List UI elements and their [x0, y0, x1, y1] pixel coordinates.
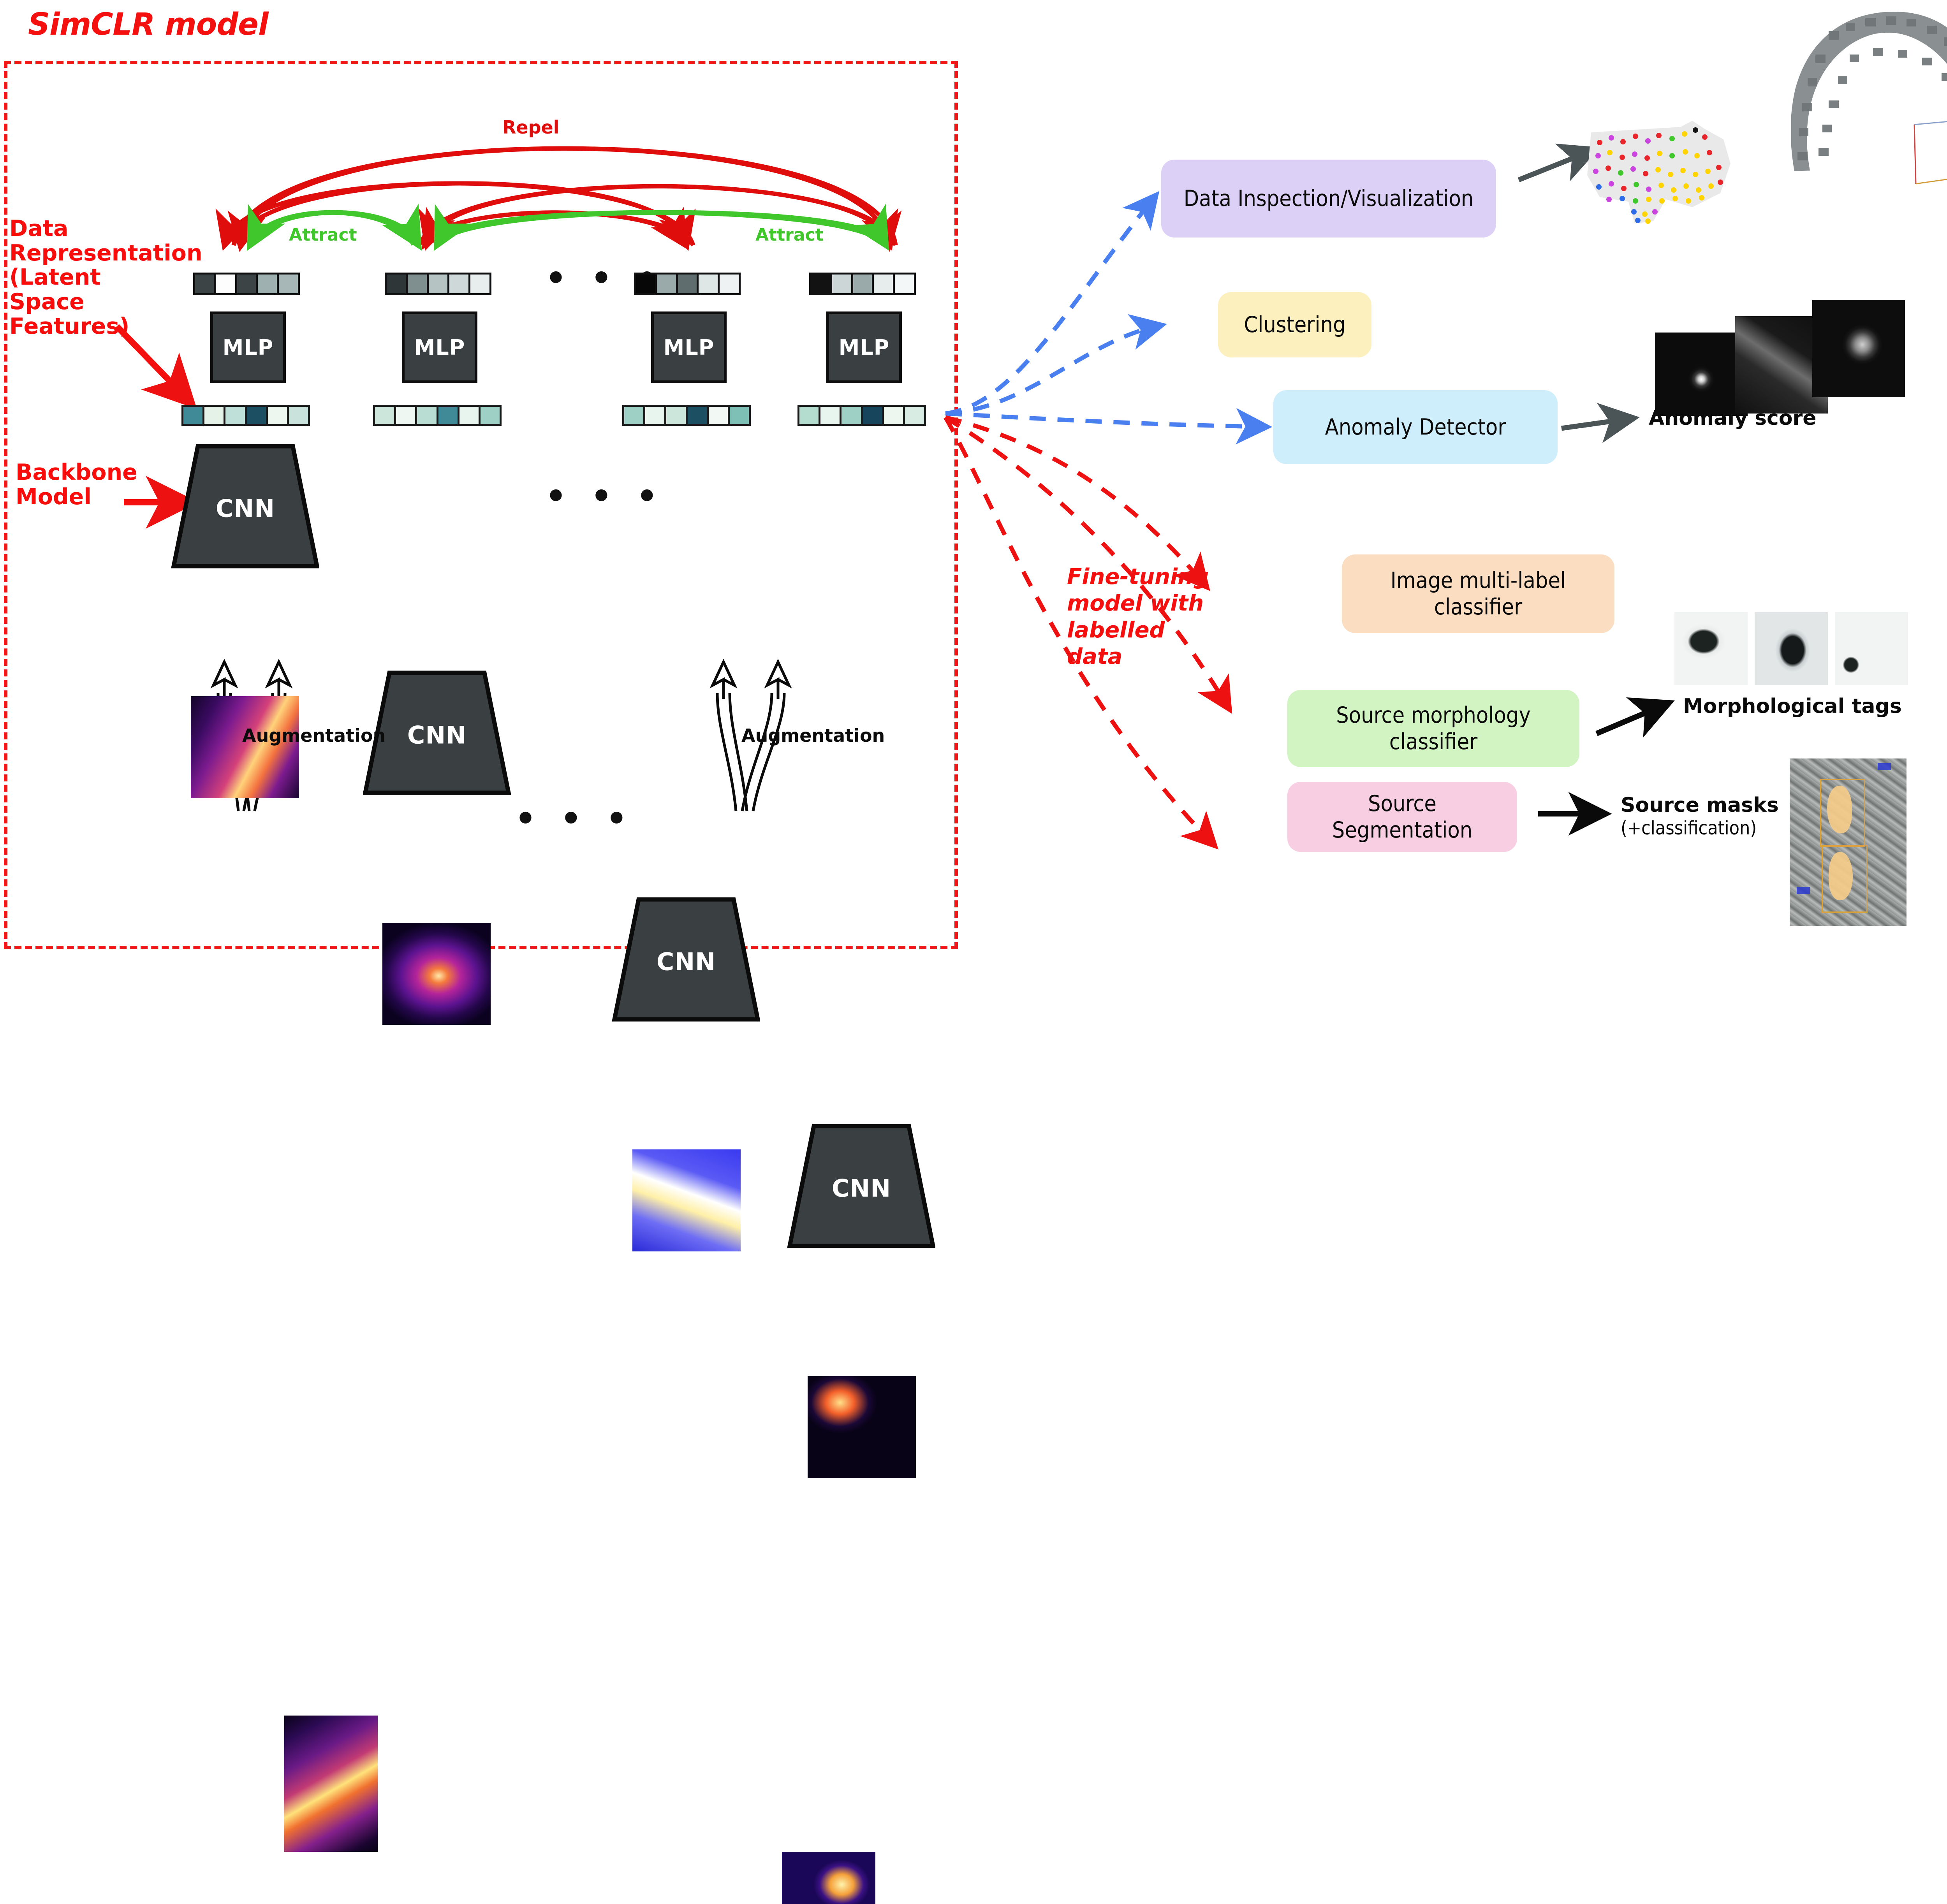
anomaly-cutout-3	[1812, 300, 1905, 397]
augmented-image-2	[382, 923, 491, 1025]
repel-label: Repel	[502, 117, 560, 138]
source-mask-bbox-2	[1822, 845, 1868, 913]
simclr-model-title: SimCLR model	[28, 7, 269, 42]
output-label-source-masks-sub: (+classification)	[1621, 817, 1757, 839]
anomaly-cutout-1	[1655, 333, 1748, 416]
output-label-source-masks: Source masks	[1621, 794, 1779, 817]
attract-label-right: Attract	[755, 225, 824, 245]
output-label-morphological-tags: Morphological tags	[1683, 695, 1902, 718]
latent-vector-2	[373, 405, 502, 426]
mlp-block-4: MLP	[826, 311, 902, 383]
task-box-image-multilabel-classifier[interactable]: Image multi-label classifier	[1342, 554, 1614, 633]
task-box-data-inspection[interactable]: Data Inspection/Visualization	[1161, 160, 1496, 238]
cnn-block-1: CNN	[171, 444, 320, 568]
mlp-block-2: MLP	[402, 311, 477, 383]
annotation-data-representation: Data Representation (Latent Space Featur…	[9, 216, 202, 339]
latent-space-thumbnail-map	[1791, 8, 1947, 191]
source-image-left	[284, 1716, 378, 1852]
augmentation-label-right: Augmentation	[741, 725, 885, 746]
projection-vector-3	[634, 273, 741, 295]
projection-vector-1	[193, 273, 300, 295]
latent-vector-4	[797, 405, 926, 426]
latent-vector-3	[622, 405, 751, 426]
cnn-block-4: CNN	[787, 1124, 936, 1248]
task-box-anomaly-detector[interactable]: Anomaly Detector	[1273, 390, 1558, 464]
cluster-scatter-thumbnail	[1576, 117, 1759, 234]
source-mask-bbox-1	[1820, 779, 1865, 847]
task-box-source-morphology-classifier[interactable]: Source morphology classifier	[1287, 690, 1579, 767]
attract-label-left: Attract	[289, 225, 357, 245]
augmented-image-1	[191, 696, 299, 798]
annotation-fine-tuning: Fine-tuning model with labelled data	[1067, 564, 1209, 669]
pipeline-ellipsis-bottom: • • •	[515, 799, 634, 838]
latent-vector-1	[181, 405, 310, 426]
source-mask-example	[1790, 758, 1907, 926]
anomaly-example-cutouts	[1655, 300, 1947, 417]
morphology-cutout-2	[1755, 612, 1828, 685]
output-arrow-morphological-tags	[1595, 697, 1675, 738]
cnn-block-3: CNN	[612, 897, 760, 1022]
source-image-right	[782, 1852, 875, 1904]
augmented-image-4	[808, 1376, 916, 1478]
source-mask-tag-1	[1878, 763, 1891, 770]
task-box-source-segmentation[interactable]: Source Segmentation	[1287, 782, 1517, 852]
source-mask-blob-2	[1829, 852, 1853, 900]
annotation-backbone-model: Backbone Model	[16, 459, 137, 510]
augmentation-label-left: Augmentation	[242, 725, 386, 746]
morphology-example-cutouts	[1674, 609, 1947, 687]
source-mask-blob-1	[1827, 786, 1852, 833]
morphology-cutout-3	[1835, 612, 1908, 685]
augmented-image-3	[632, 1149, 741, 1251]
task-box-clustering[interactable]: Clustering	[1218, 292, 1371, 357]
morphology-cutout-1	[1674, 612, 1748, 685]
projection-vector-2	[385, 273, 491, 295]
mlp-block-3: MLP	[651, 311, 727, 383]
source-mask-tag-2	[1797, 887, 1810, 894]
output-arrow-anomaly-score	[1561, 403, 1640, 443]
mlp-block-1: MLP	[210, 311, 286, 383]
pipeline-ellipsis-middle: • • •	[545, 477, 664, 516]
projection-vector-4	[809, 273, 916, 295]
